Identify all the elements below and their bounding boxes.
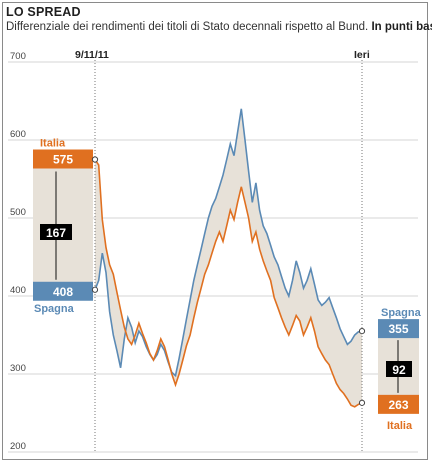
y-tick-label-300: 300 [10,363,26,374]
italia-value-start: 575 [53,153,73,167]
italia-label-start: Italia [40,138,66,150]
italia-end-point [358,399,366,406]
chart-subtitle: Differenziale dei rendimenti dei titoli … [6,21,432,33]
spagna-value-box-end [378,319,419,339]
end-date-label: Ieri [354,49,370,61]
y-tick-label-600: 600 [10,129,26,140]
y-tick-label-500: 500 [10,207,26,218]
y-tick-label-700: 700 [10,51,26,62]
spagna-label-start: Spagna [34,303,75,315]
series-line-italia [94,159,363,408]
series-line-spagna [94,108,363,378]
end-gap-value: 92 [392,363,406,377]
spagna-label-end: Spagna [381,307,422,319]
gridlines: 200 300 400 500 600 700 [8,51,418,453]
start-date-label: 9/11/11 [75,49,109,61]
italia-value-box-end [378,394,419,414]
chart-title: LO SPREAD [6,5,81,19]
spagna-start-point [91,286,99,293]
italia-label-end: Italia [387,420,413,432]
start-gap-box [40,224,72,240]
italia-value-end: 263 [388,398,408,412]
spagna-end-point [358,328,366,335]
subtitle-text: Differenziale dei rendimenti dei titoli … [6,21,369,33]
italia-value-box-start [33,149,93,169]
spread-fill-area [95,108,362,407]
spagna-value-box-start [33,281,93,301]
chart-frame [2,2,428,460]
italia-start-point [91,156,99,163]
y-tick-label-200: 200 [10,441,26,452]
start-gap-value: 167 [46,226,66,240]
y-tick-label-400: 400 [10,285,26,296]
subtitle-unit: In punti base [371,21,432,33]
spagna-value-start: 408 [53,285,73,299]
spagna-value-end: 355 [388,322,408,336]
end-gap-box [386,361,412,377]
